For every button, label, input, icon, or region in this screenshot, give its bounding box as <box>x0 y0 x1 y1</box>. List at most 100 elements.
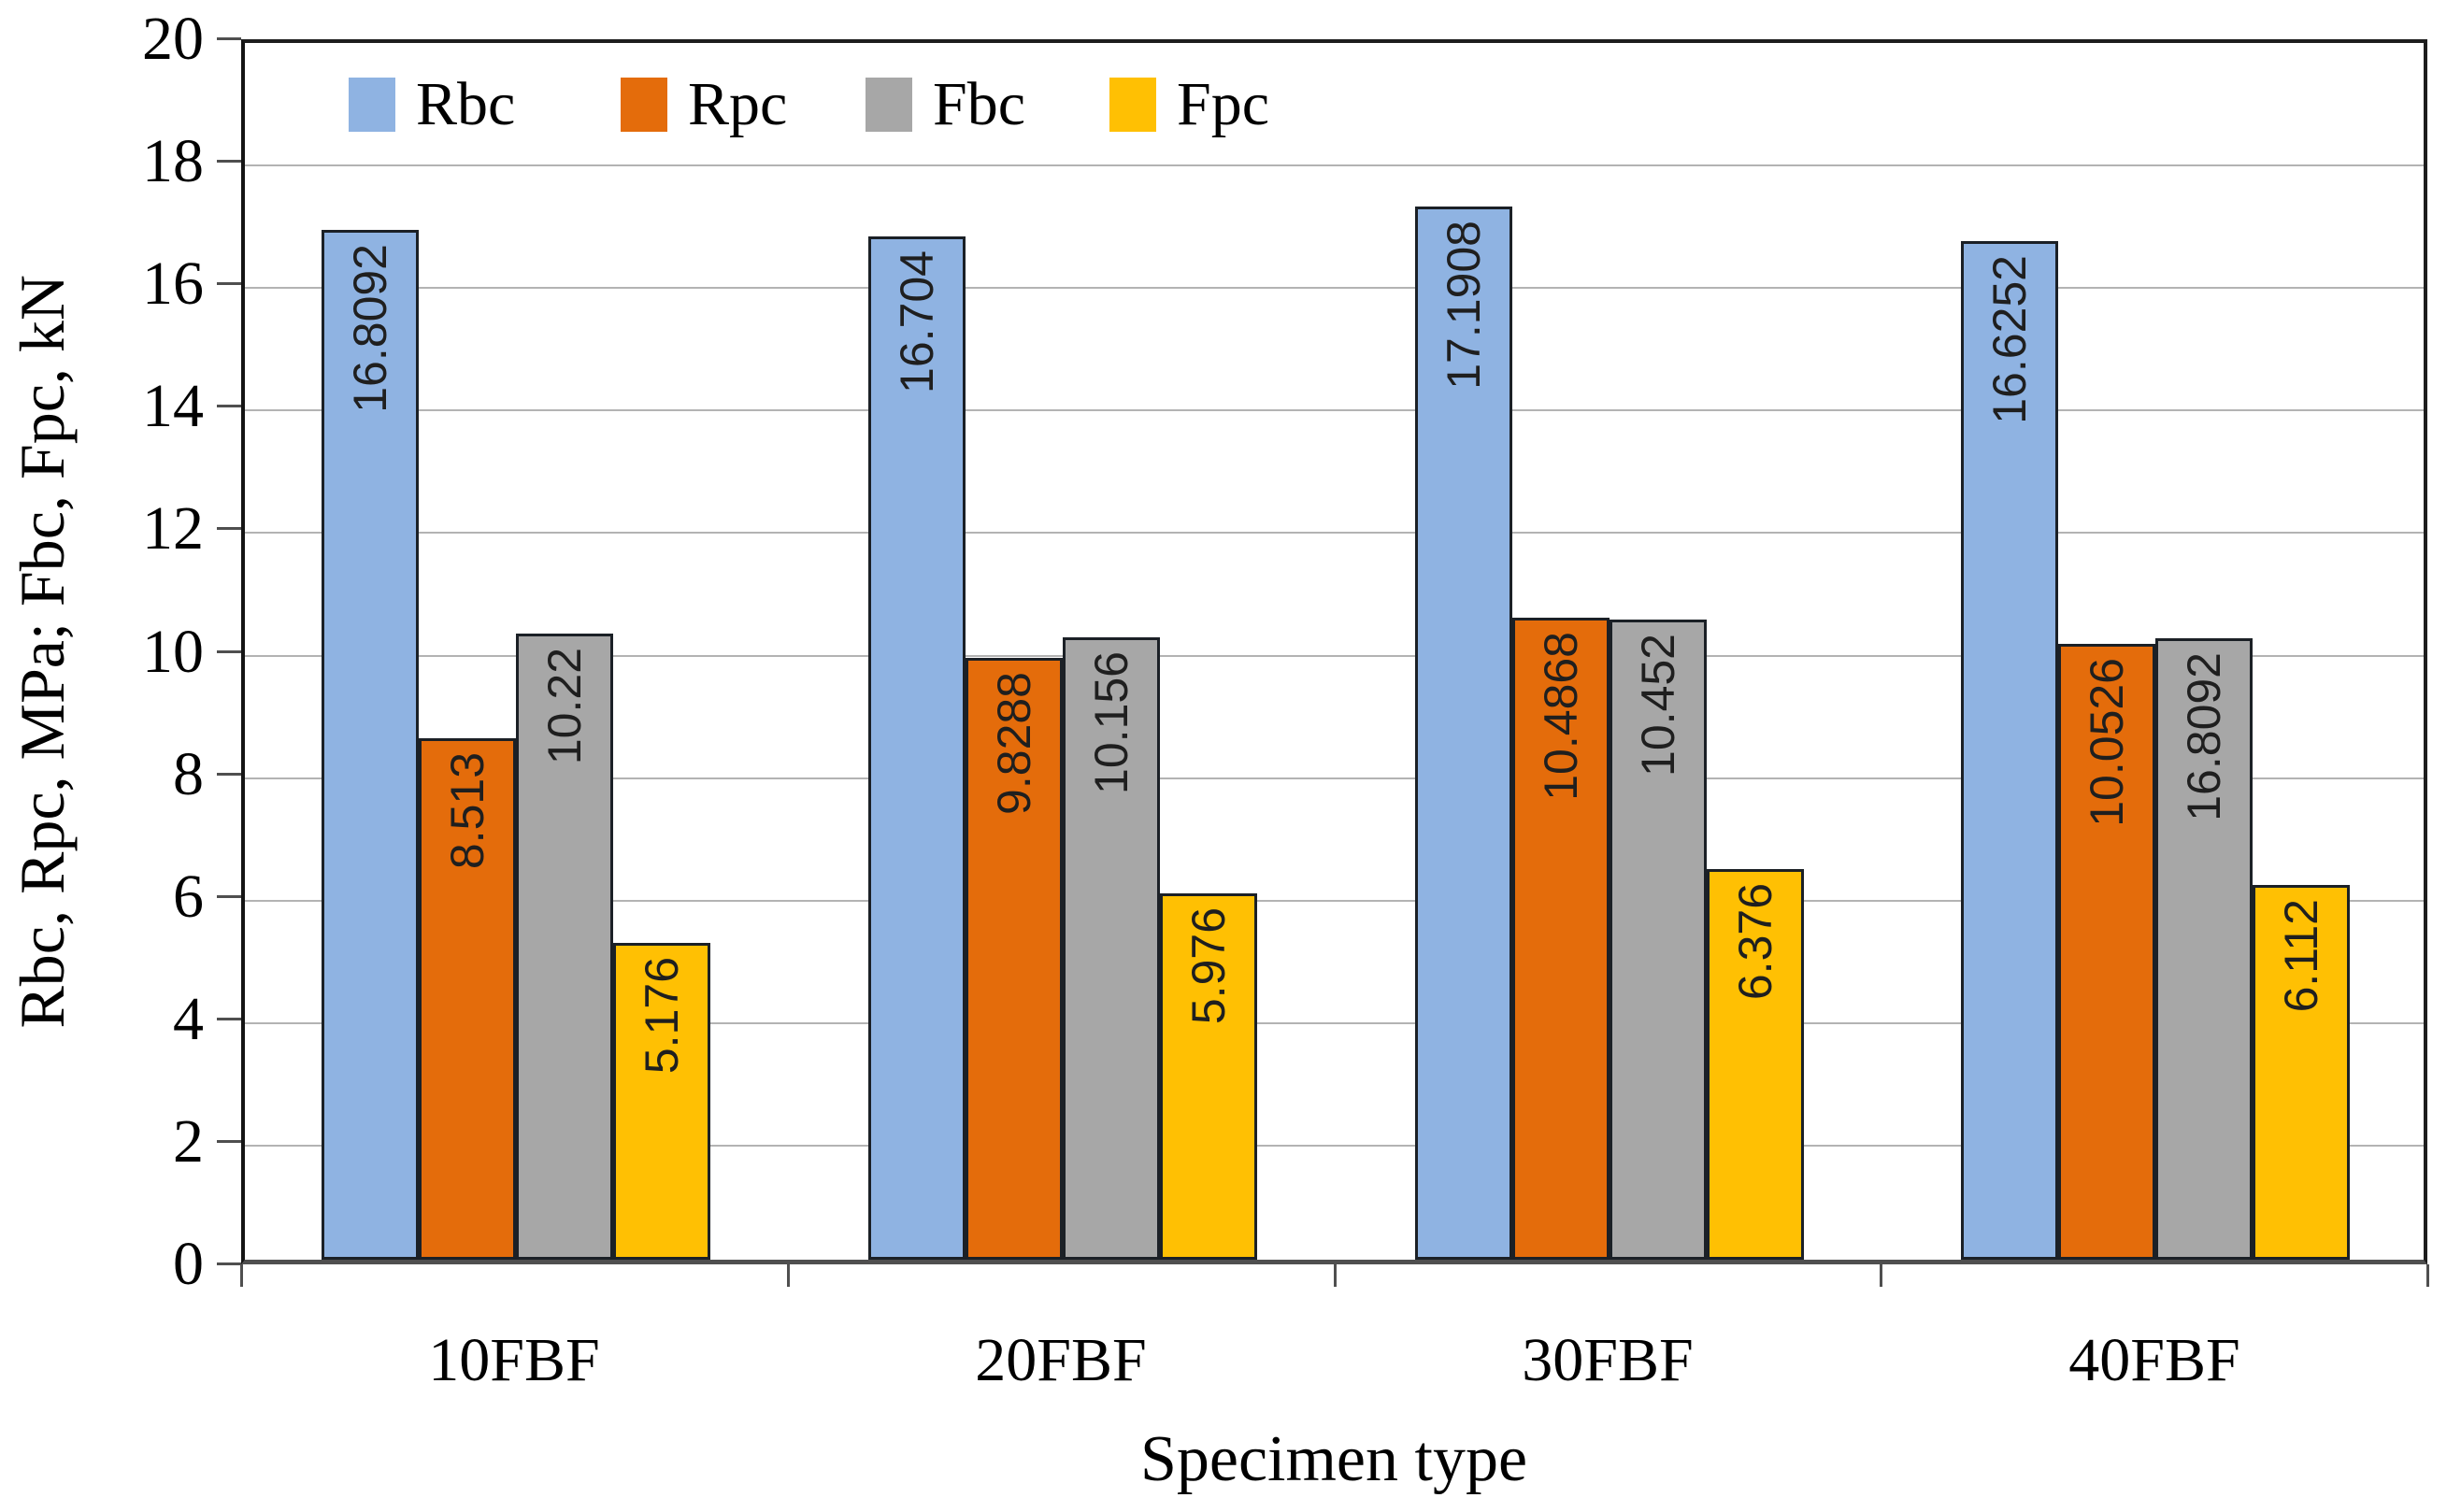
bar-label-Fpc-20FBF: 5.976 <box>1163 907 1254 1024</box>
bar-Rbc-30FBF: 17.1908 <box>1415 207 1512 1260</box>
bar-label-text-Fpc-40FBF: 6.112 <box>2275 899 2327 1013</box>
bar-label-text-Fpc-20FBF: 5.976 <box>1182 907 1235 1025</box>
bar-label-Rbc-40FBF: 16.6252 <box>1964 255 2055 424</box>
bar-Fpc-20FBF: 5.976 <box>1160 893 1257 1260</box>
x-axis-title: Specimen type <box>1139 1423 1528 1495</box>
bar-Rpc-20FBF: 9.8288 <box>966 658 1063 1260</box>
legend-item-Fpc: Fpc <box>1109 70 1269 138</box>
y-tick-16 <box>217 282 241 286</box>
x-category-label-20FBF: 20FBF <box>975 1326 1147 1394</box>
bar-Fbc-40FBF: 16.8092 <box>2155 638 2253 1260</box>
y-tick-label-20: 20 <box>142 5 204 73</box>
bar-Fbc-10FBF: 10.22 <box>516 634 613 1260</box>
y-tick-label-0: 0 <box>173 1230 204 1298</box>
bar-label-text-Fpc-10FBF: 5.176 <box>636 957 688 1075</box>
bar-label-text-Fbc-40FBF: 16.8092 <box>2178 652 2230 821</box>
legend-label-Fpc: Fpc <box>1177 70 1269 138</box>
legend-label-Fbc: Fbc <box>933 70 1025 138</box>
bar-label-Rpc-30FBF: 10.4868 <box>1515 632 1607 801</box>
gridline-y-14 <box>245 409 2424 412</box>
bar-Fbc-30FBF: 10.452 <box>1610 620 1707 1260</box>
bar-label-text-Rpc-10FBF: 8.513 <box>441 752 494 870</box>
y-tick-label-2: 2 <box>173 1106 204 1176</box>
bar-Rpc-40FBF: 10.0526 <box>2058 644 2155 1260</box>
gridline-y-8 <box>245 777 2424 779</box>
bar-label-text-Rbc-30FBF: 17.1908 <box>1438 221 1490 390</box>
gridline-y-4 <box>245 1021 2424 1024</box>
bar-label-Rpc-20FBF: 9.8288 <box>968 672 1060 815</box>
bar-label-Rbc-20FBF: 16.704 <box>871 250 963 393</box>
gridline-y-16 <box>245 287 2424 290</box>
y-tick-label-6: 6 <box>173 862 204 931</box>
bar-Rpc-30FBF: 10.4868 <box>1512 618 1610 1260</box>
y-tick-label-10: 10 <box>142 617 204 686</box>
bar-label-Fpc-10FBF: 5.176 <box>616 957 708 1074</box>
bar-label-text-Rbc-10FBF: 16.8092 <box>344 244 396 413</box>
gridline-y-18 <box>245 164 2424 167</box>
y-tick-label-4: 4 <box>173 984 204 1053</box>
bar-Fpc-10FBF: 5.176 <box>613 943 710 1260</box>
y-tick-label-8: 8 <box>173 739 204 808</box>
bar-label-Fbc-20FBF: 10.156 <box>1066 651 1157 794</box>
bar-label-text-Rpc-40FBF: 10.0526 <box>2081 658 2133 827</box>
bar-label-Rpc-40FBF: 10.0526 <box>2061 658 2153 827</box>
gridline-y-12 <box>245 532 2424 535</box>
legend-swatch-Rbc <box>349 78 395 132</box>
legend-item-Fbc: Fbc <box>866 70 1025 138</box>
gridline-y-6 <box>245 899 2424 902</box>
y-tick-10 <box>217 649 241 653</box>
x-tick-3 <box>1880 1264 1882 1287</box>
x-tick-4 <box>2426 1264 2429 1287</box>
gridline-y-2 <box>245 1144 2424 1147</box>
bar-label-Fbc-30FBF: 10.452 <box>1612 634 1704 777</box>
y-tick-label-12: 12 <box>142 494 204 563</box>
y-tick-18 <box>217 160 241 164</box>
x-category-label-30FBF: 30FBF <box>1522 1326 1694 1394</box>
bar-label-text-Fbc-20FBF: 10.156 <box>1085 651 1137 794</box>
bar-Fbc-20FBF: 10.156 <box>1063 637 1160 1260</box>
legend-label-Rbc: Rbc <box>416 70 516 138</box>
bar-label-text-Rpc-20FBF: 9.8288 <box>988 672 1040 815</box>
legend-label-Rpc: Rpc <box>688 70 788 138</box>
y-tick-4 <box>217 1017 241 1020</box>
y-axis-title-text: Rbc, Rpc, MPa; Fbc, Fpc, kN <box>7 275 78 1029</box>
bar-Rbc-40FBF: 16.6252 <box>1961 241 2058 1260</box>
x-category-label-10FBF: 10FBF <box>428 1326 600 1394</box>
bar-label-Rbc-10FBF: 16.8092 <box>324 244 416 413</box>
bar-Fpc-30FBF: 6.376 <box>1707 869 1804 1260</box>
y-axis-title: Rbc, Rpc, MPa; Fbc, Fpc, kN <box>6 39 79 1264</box>
y-tick-label-16: 16 <box>142 250 204 319</box>
plot-area: 16.8092 16.704 17.1908 16.6252 8.513 9.8288 10… <box>241 39 2427 1264</box>
gridline-y-10 <box>245 654 2424 657</box>
bar-Fpc-40FBF: 6.112 <box>2253 885 2350 1260</box>
x-tick-0 <box>240 1264 243 1287</box>
y-tick-12 <box>217 527 241 531</box>
bar-label-text-Fpc-30FBF: 6.376 <box>1729 883 1781 1001</box>
legend-swatch-Rpc <box>621 78 667 132</box>
legend-swatch-Fpc <box>1109 78 1156 132</box>
y-tick-14 <box>217 405 241 408</box>
y-tick-2 <box>217 1139 241 1143</box>
bar-label-text-Fbc-10FBF: 10.22 <box>538 648 591 765</box>
legend-item-Rbc: Rbc <box>349 70 516 138</box>
y-tick-0 <box>217 1262 241 1265</box>
y-tick-6 <box>217 894 241 898</box>
x-category-label-40FBF: 40FBF <box>2068 1326 2240 1394</box>
bar-label-Fpc-30FBF: 6.376 <box>1710 883 1801 1000</box>
x-tick-1 <box>787 1264 790 1287</box>
bar-label-Rbc-30FBF: 17.1908 <box>1418 221 1510 390</box>
y-tick-label-14: 14 <box>142 372 204 441</box>
x-tick-2 <box>1334 1264 1337 1287</box>
bar-label-text-Fbc-30FBF: 10.452 <box>1632 634 1684 777</box>
bar-Rbc-20FBF: 16.704 <box>868 236 966 1260</box>
bar-label-Rpc-10FBF: 8.513 <box>422 752 513 869</box>
bar-label-text-Rbc-40FBF: 16.6252 <box>1983 255 2036 424</box>
bar-label-text-Rpc-30FBF: 10.4868 <box>1535 632 1587 801</box>
y-tick-label-18: 18 <box>142 127 204 196</box>
bar-label-Fbc-10FBF: 10.22 <box>519 648 610 764</box>
bar-label-Fpc-40FBF: 6.112 <box>2255 899 2347 1012</box>
bar-label-Fbc-40FBF: 16.8092 <box>2158 652 2250 821</box>
bar-Rbc-10FBF: 16.8092 <box>322 230 419 1260</box>
y-tick-8 <box>217 772 241 776</box>
